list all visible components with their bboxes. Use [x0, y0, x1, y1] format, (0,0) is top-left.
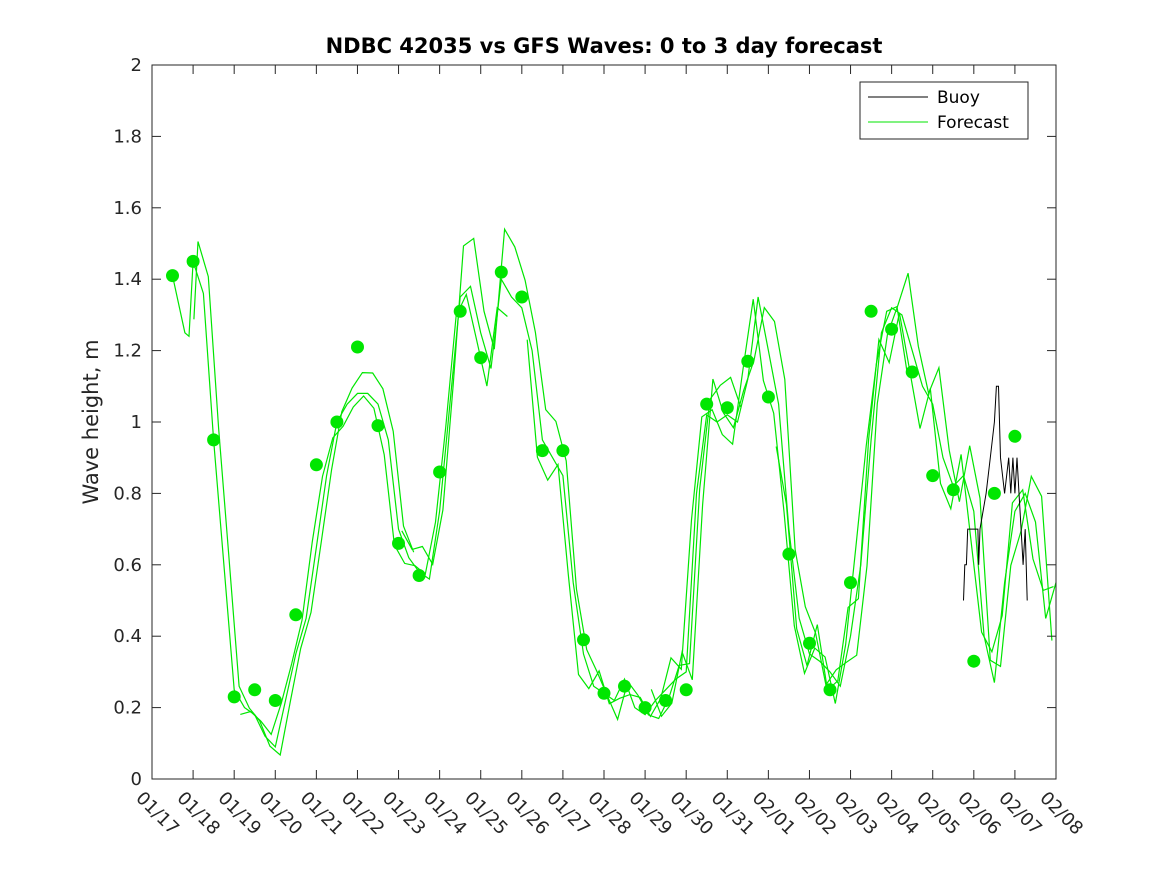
forecast-marker — [926, 469, 940, 483]
forecast-marker — [946, 483, 960, 497]
y-axis-label: Wave height, m — [79, 339, 103, 504]
forecast-marker — [987, 486, 1001, 500]
forecast-marker — [207, 433, 221, 447]
legend-buoy-label: Buoy — [937, 88, 980, 108]
forecast-marker — [392, 536, 405, 550]
forecast-marker — [679, 683, 693, 697]
forecast-marker — [782, 547, 796, 561]
chart-title: NDBC 42035 vs GFS Waves: 0 to 3 day fore… — [326, 34, 883, 58]
forecast-marker — [166, 269, 179, 283]
y-tick-label: 1.2 — [113, 341, 142, 362]
forecast-marker — [577, 633, 590, 647]
forecast-marker — [227, 690, 241, 704]
forecast-marker — [720, 401, 734, 415]
y-tick-label: 1.6 — [113, 198, 142, 219]
y-tick-label: 0 — [131, 769, 142, 790]
forecast-series-line — [526, 299, 908, 718]
forecast-marker — [494, 265, 508, 279]
y-tick-label: 0.6 — [113, 555, 142, 576]
plot-area — [152, 65, 1056, 779]
y-tick-label: 1.4 — [113, 269, 142, 290]
forecast-marker — [309, 458, 323, 472]
forecast-marker — [885, 322, 899, 336]
forecast-marker — [268, 694, 282, 707]
y-tick-label: 1.8 — [113, 126, 142, 147]
forecast-marker — [638, 701, 652, 715]
legend: Buoy Forecast — [859, 81, 1029, 140]
forecast-marker — [515, 290, 529, 304]
y-tick-label: 0.8 — [113, 483, 142, 504]
forecast-markers-group — [166, 254, 1022, 715]
buoy-series-line — [963, 385, 1028, 601]
forecast-marker — [371, 419, 385, 433]
y-tick-label: 1 — [131, 412, 142, 433]
forecast-marker — [1008, 429, 1022, 443]
forecast-marker — [474, 351, 488, 365]
forecast-marker — [967, 654, 981, 668]
forecast-marker — [803, 636, 816, 650]
forecast-marker — [330, 415, 344, 429]
forecast-marker — [433, 465, 447, 479]
y-tick-label: 2 — [131, 55, 142, 76]
legend-box — [859, 81, 1029, 140]
forecast-series-line — [193, 241, 415, 757]
y-axis-ticks: 0 0.2 0.4 0.6 0.8 1 1.2 1.4 1.6 1.8 2 — [113, 55, 1056, 790]
y-tick-label: 0.2 — [113, 698, 142, 719]
forecast-marker — [741, 354, 755, 368]
forecast-marker — [700, 397, 714, 411]
legend-forecast-label: Forecast — [937, 113, 1009, 133]
forecast-marker — [556, 444, 570, 458]
forecast-marker — [351, 340, 364, 354]
forecast-marker — [597, 686, 611, 700]
forecast-marker — [618, 679, 631, 693]
forecast-marker — [659, 694, 673, 707]
forecast-marker — [761, 390, 775, 404]
forecast-marker — [186, 254, 200, 268]
forecast-marker — [535, 444, 549, 458]
forecast-series-line — [775, 312, 1054, 692]
forecast-marker — [905, 365, 919, 379]
forecast-marker — [844, 576, 857, 590]
buoy-line-group — [963, 385, 1028, 601]
forecast-marker — [823, 683, 837, 697]
forecast-marker — [289, 608, 303, 622]
forecast-series-line — [240, 292, 508, 736]
forecast-marker — [864, 304, 878, 318]
forecast-marker — [453, 304, 467, 318]
forecast-marker — [412, 569, 426, 582]
forecast-series-line — [650, 273, 1053, 718]
y-tick-label: 0.4 — [113, 626, 142, 647]
forecast-marker — [248, 683, 262, 697]
